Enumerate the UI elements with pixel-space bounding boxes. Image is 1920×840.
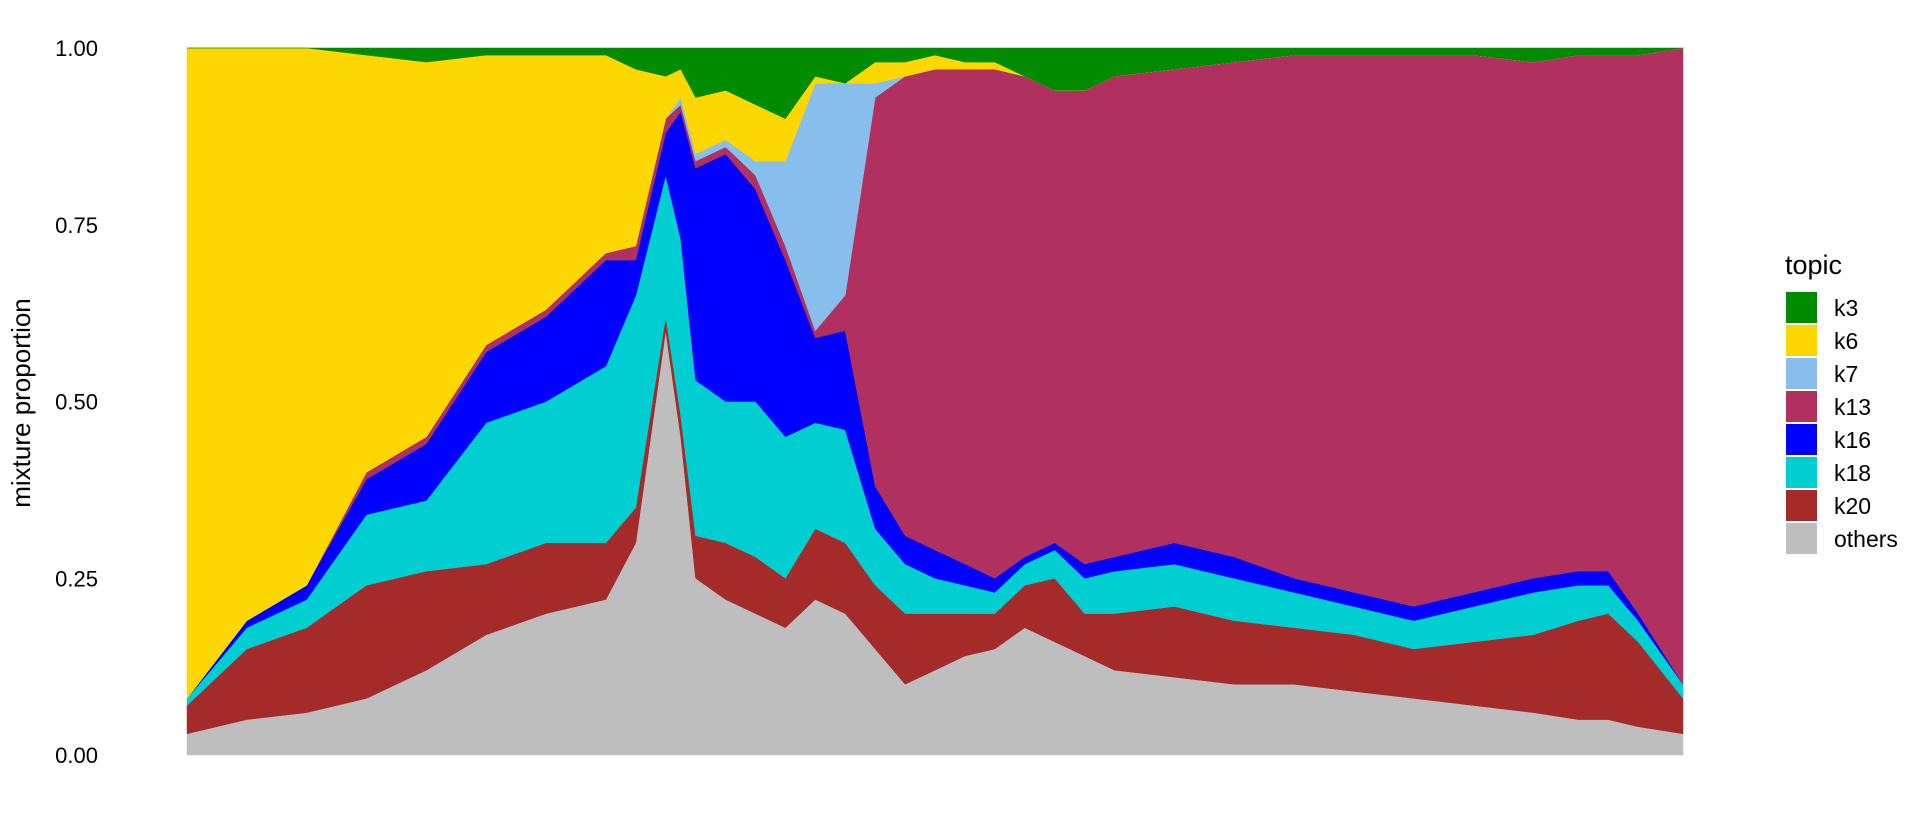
legend-label-k18: k18 (1834, 460, 1871, 486)
y-axis-title: mixture proportion (6, 298, 36, 508)
legend-swatch-k13 (1786, 391, 1817, 422)
legend-title: topic (1785, 250, 1842, 280)
area-k3 (187, 47, 1684, 120)
legend-swatch-k18 (1786, 457, 1817, 488)
y-tick-label: 0.00 (55, 743, 98, 768)
legend-label-k13: k13 (1834, 394, 1871, 420)
legend-swatch-k20 (1786, 490, 1817, 521)
plot-area (186, 47, 1684, 756)
y-tick-label: 1.00 (55, 36, 98, 61)
legend-swatch-k3 (1786, 292, 1817, 323)
legend-label-k20: k20 (1834, 493, 1871, 519)
legend-swatch-k7 (1786, 358, 1817, 389)
y-tick-label: 0.75 (55, 213, 98, 238)
legend-swatch-k16 (1786, 424, 1817, 455)
y-axis: 0.00 0.25 0.50 0.75 1.00 (55, 36, 98, 768)
legend-label-others: others (1834, 526, 1898, 552)
legend: topic k3 k6 k7 k13 k16 k18 k20 others (1785, 250, 1898, 554)
legend-swatch-others (1786, 523, 1817, 554)
legend-swatch-k6 (1786, 325, 1817, 356)
legend-label-k3: k3 (1834, 295, 1858, 321)
y-tick-label: 0.25 (55, 566, 98, 591)
legend-label-k7: k7 (1834, 361, 1858, 387)
y-tick-label: 0.50 (55, 390, 98, 415)
legend-label-k6: k6 (1834, 328, 1858, 354)
legend-label-k16: k16 (1834, 427, 1871, 453)
